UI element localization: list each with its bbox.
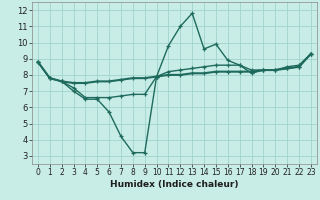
X-axis label: Humidex (Indice chaleur): Humidex (Indice chaleur) bbox=[110, 180, 239, 189]
